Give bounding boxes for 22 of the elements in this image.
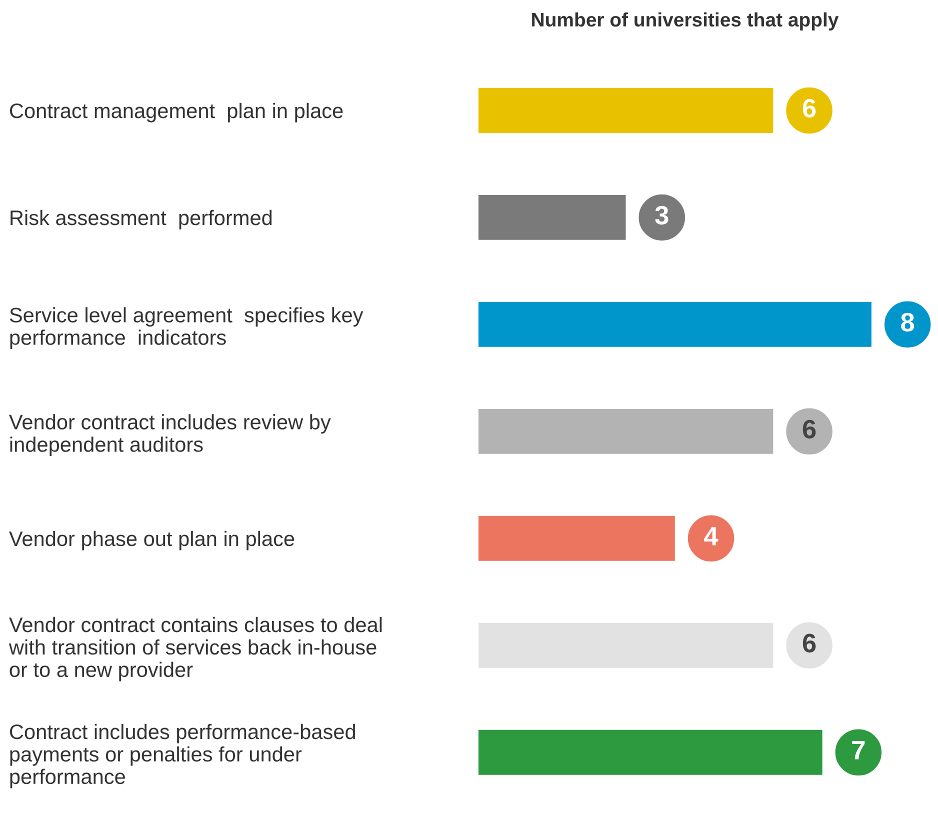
data-label: 8 — [901, 312, 914, 332]
data-label: 6 — [802, 420, 816, 439]
y-tick-label: Contract includes performance-based payments or penalties for under performance — [10, 724, 355, 788]
bar — [478, 88, 774, 133]
y-tick-label: Vendor contract contains clauses to deal with transition of services back in-house or to a new provider — [8, 616, 382, 682]
bar — [478, 302, 872, 347]
y-tick-label: Contract management plan in place — [10, 102, 343, 122]
data-label: 7 — [852, 741, 865, 760]
data-label: 6 — [802, 98, 816, 118]
data-label: 3 — [655, 206, 668, 225]
chart-title: Number of universities that apply — [532, 12, 839, 30]
bar — [478, 622, 774, 668]
bar — [478, 408, 774, 454]
data-label: 6 — [802, 634, 816, 652]
y-tick-label: Vendor contract includes review by independent auditors — [9, 414, 331, 456]
y-tick-label: Service level agreement specifies key performance indicators — [10, 307, 364, 350]
data-label: 4 — [704, 527, 718, 546]
y-tick-label: Risk assessment performed — [10, 210, 272, 230]
bar — [478, 194, 626, 240]
bar — [478, 730, 822, 775]
bar — [478, 516, 675, 561]
y-tick-label: Vendor phase out plan in place — [9, 530, 294, 550]
